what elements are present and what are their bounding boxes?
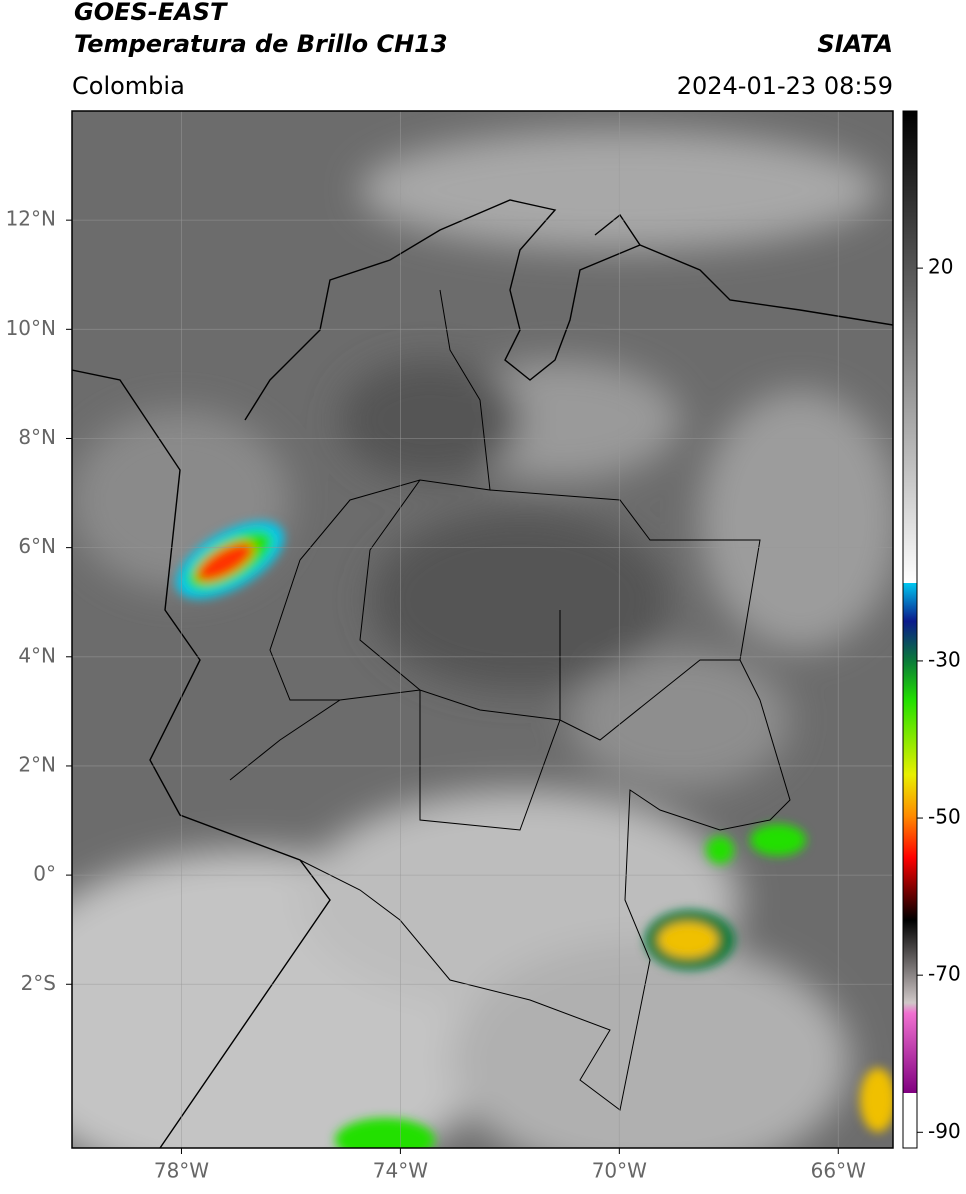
timestamp: 2024-01-23 08:59: [677, 72, 893, 100]
colorbar: [902, 110, 918, 1149]
colorbar-tick-label: -50: [928, 805, 961, 829]
y-tick-label: 6°N: [18, 534, 56, 558]
title: GOES-EAST: [74, 0, 228, 26]
x-tick-label: 78°W: [154, 1159, 209, 1183]
y-tick-label: 12°N: [6, 207, 56, 231]
satellite-image: [72, 111, 893, 1148]
x-tick-label: 70°W: [592, 1159, 647, 1183]
y-tick-label: 4°N: [18, 643, 56, 667]
y-tick-label: 2°S: [21, 971, 56, 995]
y-tick-label: 0°: [33, 862, 56, 886]
map-frame: [71, 110, 894, 1149]
x-tick-label: 74°W: [373, 1159, 428, 1183]
x-tick-label: 66°W: [811, 1159, 866, 1183]
y-tick-label: 8°N: [18, 425, 56, 449]
region: Colombia: [72, 72, 185, 100]
colorbar-tick-label: -90: [928, 1119, 961, 1143]
colorbar-tick-label: 20: [928, 255, 953, 279]
source: SIATA: [817, 30, 893, 58]
y-tick-label: 2°N: [18, 752, 56, 776]
colorbar-tick-label: -70: [928, 962, 961, 986]
y-tick-label: 10°N: [6, 316, 56, 340]
subtitle: Temperatura de Brillo CH13: [74, 30, 448, 58]
colorbar-tick-label: -30: [928, 647, 961, 671]
